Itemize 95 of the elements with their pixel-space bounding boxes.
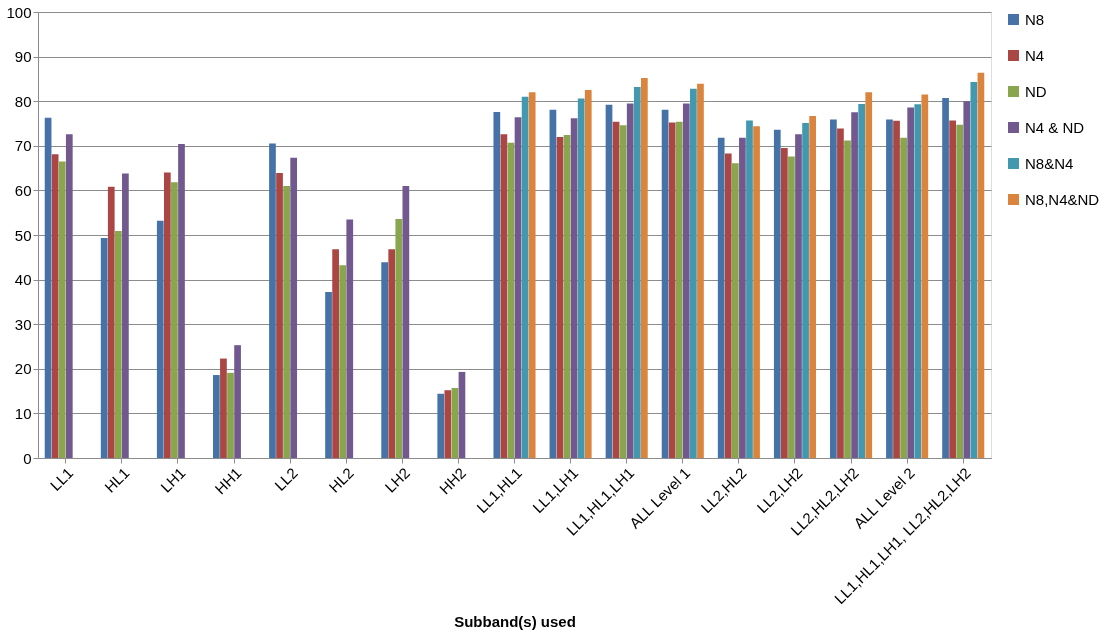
- bar: [865, 92, 873, 458]
- bar: [956, 124, 964, 458]
- bar: [626, 103, 634, 458]
- bar: [837, 128, 844, 458]
- legend-label: N8&N4: [1025, 154, 1074, 172]
- bar: [381, 262, 388, 458]
- y-tick-label: 0: [23, 449, 32, 467]
- bar: [444, 390, 452, 458]
- bar: [100, 238, 108, 458]
- bar: [107, 186, 115, 458]
- bar: [51, 154, 59, 458]
- legend-label: N8,N4&ND: [1025, 190, 1100, 208]
- bar: [942, 98, 949, 458]
- bar: [914, 104, 922, 458]
- bar: [584, 90, 592, 458]
- bar: [528, 92, 536, 458]
- bar: [830, 119, 837, 458]
- x-axis-title: Subband(s) used: [454, 613, 576, 631]
- bar: [844, 140, 851, 458]
- bar: [907, 107, 915, 458]
- bar: [731, 163, 739, 458]
- bar: [781, 148, 788, 458]
- bar: [773, 129, 781, 458]
- y-tick-label: 90: [14, 48, 32, 66]
- legend-label: ND: [1025, 82, 1047, 100]
- bar: [682, 103, 690, 458]
- bar: [65, 134, 73, 458]
- bar: [178, 144, 185, 458]
- bar: [213, 375, 220, 458]
- bar: [227, 372, 234, 458]
- bar: [690, 88, 697, 458]
- bar: [493, 111, 501, 458]
- bar: [402, 185, 410, 458]
- y-tick-label: 10: [14, 404, 32, 422]
- bar: [802, 123, 809, 458]
- bar: [893, 120, 900, 458]
- bar: [276, 173, 283, 458]
- x-tick-label: LL2: [271, 464, 301, 494]
- bar: [339, 265, 347, 458]
- x-tick-label: LL1: [46, 464, 77, 494]
- bar: [163, 172, 171, 458]
- bar: [788, 156, 795, 458]
- bar: [171, 182, 178, 458]
- bar: [724, 153, 732, 458]
- x-tick-label: HL2: [325, 464, 357, 496]
- bar: [717, 137, 725, 458]
- bar: [283, 185, 290, 458]
- bar: [697, 83, 704, 458]
- bar: [220, 358, 227, 458]
- bar: [388, 249, 396, 458]
- bar: [900, 137, 907, 458]
- bar: [156, 220, 164, 458]
- bar: [886, 119, 893, 458]
- y-tick-label: 50: [14, 226, 32, 244]
- bar: [325, 292, 332, 458]
- bar: [746, 120, 753, 458]
- bar: [122, 173, 129, 458]
- bar: [641, 78, 648, 458]
- y-tick-label: 70: [14, 137, 32, 155]
- x-tick-label: LH1: [157, 464, 189, 496]
- x-tick-label: LH2: [381, 464, 413, 496]
- bar: [633, 86, 641, 458]
- bar: [437, 393, 445, 458]
- bar: [963, 101, 971, 458]
- bar: [795, 134, 802, 458]
- bar: [577, 98, 585, 458]
- legend-label: N8: [1025, 10, 1045, 28]
- bar: [619, 125, 627, 458]
- bar: [269, 143, 276, 458]
- bar: [290, 157, 298, 458]
- bar: [949, 120, 956, 458]
- bar: [858, 103, 866, 458]
- x-tick-label: HL1: [100, 464, 133, 496]
- bar: [332, 249, 339, 458]
- bar: [234, 345, 241, 458]
- y-tick-label: 40: [14, 271, 32, 289]
- legend-label: N4: [1025, 46, 1045, 64]
- bar: [970, 82, 978, 458]
- bar: [395, 218, 403, 458]
- bar: [58, 161, 66, 458]
- y-tick-label: 30: [14, 315, 32, 333]
- bar: [921, 94, 929, 458]
- y-tick-label: 20: [14, 360, 32, 378]
- bar: [346, 219, 354, 458]
- bar: [809, 115, 816, 458]
- y-tick-label: 80: [14, 92, 32, 110]
- bar: [675, 121, 683, 458]
- y-tick-label: 60: [14, 181, 32, 199]
- bar: [851, 112, 858, 458]
- legend-label: N4 & ND: [1025, 118, 1085, 136]
- y-tick-label: 100: [6, 3, 32, 21]
- bar: [668, 122, 676, 458]
- bar: [114, 230, 122, 458]
- bar: [753, 126, 760, 458]
- bar: [739, 137, 746, 458]
